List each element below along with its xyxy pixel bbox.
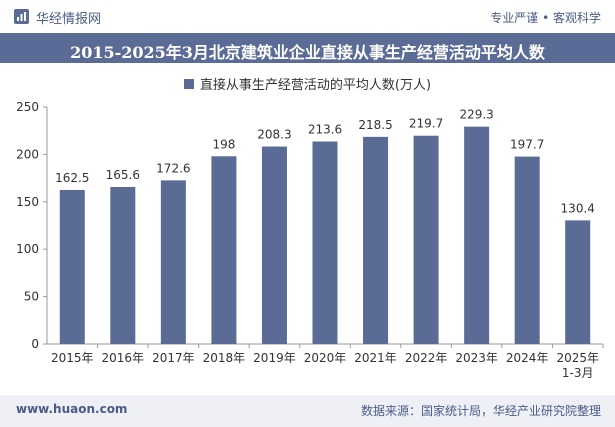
legend-swatch xyxy=(183,79,194,89)
data-label: 165.6 xyxy=(106,168,140,182)
y-tick-label: 100 xyxy=(16,242,39,256)
bar xyxy=(363,136,389,344)
x-tick-label: 2021年 xyxy=(354,351,397,365)
y-tick-label: 50 xyxy=(24,290,39,304)
x-tick-label: 2023年 xyxy=(455,351,498,365)
bar xyxy=(110,187,136,344)
data-label: 197.7 xyxy=(510,138,544,152)
x-tick-label: 2018年 xyxy=(203,351,246,365)
y-tick-label: 150 xyxy=(16,195,39,209)
x-tick-label: 2015年 xyxy=(51,351,94,365)
x-tick-label: 2019年 xyxy=(253,351,296,365)
data-label: 229.3 xyxy=(459,108,493,122)
tagline: 专业严谨 • 客观科学 xyxy=(490,11,601,25)
data-label: 198 xyxy=(212,137,235,151)
data-source: 数据来源：国家统计局，华经产业研究院整理 xyxy=(360,404,601,418)
data-label: 213.6 xyxy=(308,123,342,137)
x-tick-label: 2017年 xyxy=(152,351,195,365)
x-tick-label: 1-3月 xyxy=(562,366,594,380)
bar xyxy=(413,135,439,344)
y-tick-label: 0 xyxy=(31,337,39,351)
x-tick-label: 2025年 xyxy=(556,351,599,365)
footer: www.huaon.com 数据来源：国家统计局，华经产业研究院整理 xyxy=(0,395,615,427)
x-tick-label: 2016年 xyxy=(102,351,145,365)
top-bar: 华经情报网 专业严谨 • 客观科学 xyxy=(0,0,615,32)
chart-title: 2015-2025年3月北京建筑业企业直接从事生产经营活动平均人数 xyxy=(70,43,545,62)
legend-label: 直接从事生产经营活动的平均人数(万人) xyxy=(199,78,432,93)
data-label: 219.7 xyxy=(409,117,443,131)
brand-name: 华经情报网 xyxy=(36,12,102,27)
title-bar: 2015-2025年3月北京建筑业企业直接从事生产经营活动平均人数 xyxy=(0,33,615,63)
data-label: 130.4 xyxy=(561,201,595,215)
footer-url[interactable]: www.huaon.com xyxy=(16,402,128,416)
data-label: 218.5 xyxy=(358,118,392,132)
bar xyxy=(59,189,85,344)
bar xyxy=(312,141,338,344)
x-tick-label: 2020年 xyxy=(304,351,347,365)
bar xyxy=(464,126,490,344)
bar-chart: 0 50 100 150 200 250 162.5 2015年 165.6 2016年 172.6… xyxy=(16,100,604,380)
bar xyxy=(160,180,186,344)
bar xyxy=(261,146,287,344)
x-tick-label: 2024年 xyxy=(506,351,549,365)
y-tick-label: 250 xyxy=(16,100,39,114)
huajing-logo-icon xyxy=(14,9,29,24)
data-label: 208.3 xyxy=(257,128,291,142)
data-label: 172.6 xyxy=(156,161,190,175)
y-tick-label: 200 xyxy=(16,147,39,161)
chart-legend: 直接从事生产经营活动的平均人数(万人) xyxy=(0,74,615,93)
bar xyxy=(211,156,237,344)
bar xyxy=(514,156,540,344)
bar xyxy=(565,220,591,344)
x-tick-label: 2022年 xyxy=(405,351,448,365)
data-label: 162.5 xyxy=(55,171,89,185)
